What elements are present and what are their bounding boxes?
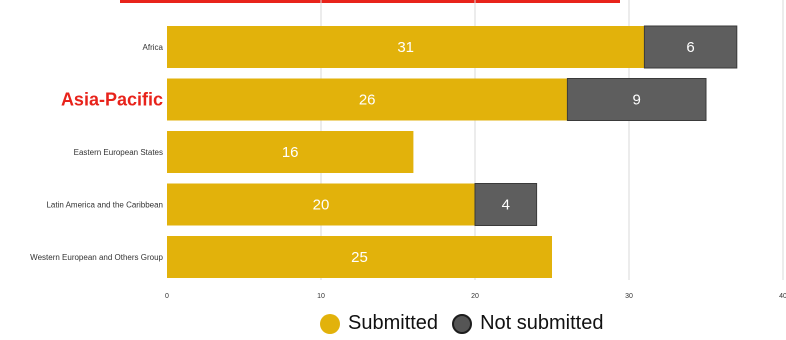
category-label-africa: Africa — [143, 43, 164, 52]
tick-layer: 0 10 20 30 40 — [165, 293, 786, 300]
data-label-not-submitted-africa: 6 — [686, 39, 694, 56]
x-tick-label-30: 30 — [625, 293, 633, 300]
category-label-eastern-european-states: Eastern European States — [74, 148, 163, 157]
x-tick-label-40: 40 — [779, 293, 786, 300]
data-label-submitted-asia-pacific: 26 — [359, 92, 376, 109]
x-tick-label-10: 10 — [317, 293, 325, 300]
data-label-not-submitted-asia-pacific: 9 — [633, 92, 641, 109]
top-strip-layer — [120, 0, 620, 3]
top-strip — [120, 0, 620, 3]
category-label-western-european-and-others-group: Western European and Others Group — [30, 253, 163, 262]
bar-layer — [167, 26, 737, 278]
category-label-latin-america-and-the-caribbean: Latin America and the Caribbean — [46, 201, 163, 210]
legend-label-submitted: Submitted — [348, 312, 438, 335]
legend-item-not-submitted: Not submitted — [452, 312, 603, 335]
legend-label-not-submitted: Not submitted — [480, 312, 603, 335]
legend-swatch-submitted — [320, 314, 340, 334]
data-label-submitted-western-european-and-others-group: 25 — [351, 249, 368, 266]
data-label-submitted-africa: 31 — [397, 39, 414, 56]
category-label-asia-pacific: Asia-Pacific — [61, 90, 163, 110]
data-label-submitted-eastern-european-states: 16 — [282, 144, 299, 161]
legend-item-submitted: Submitted — [320, 312, 438, 335]
x-tick-label-0: 0 — [165, 293, 169, 300]
x-tick-label-20: 20 — [471, 293, 479, 300]
legend-swatch-not-submitted — [452, 314, 472, 334]
data-label-not-submitted-latin-america-and-the-caribbean: 4 — [502, 197, 510, 214]
data-label-submitted-latin-america-and-the-caribbean: 20 — [313, 197, 330, 214]
legend: Submitted Not submitted — [320, 312, 603, 335]
